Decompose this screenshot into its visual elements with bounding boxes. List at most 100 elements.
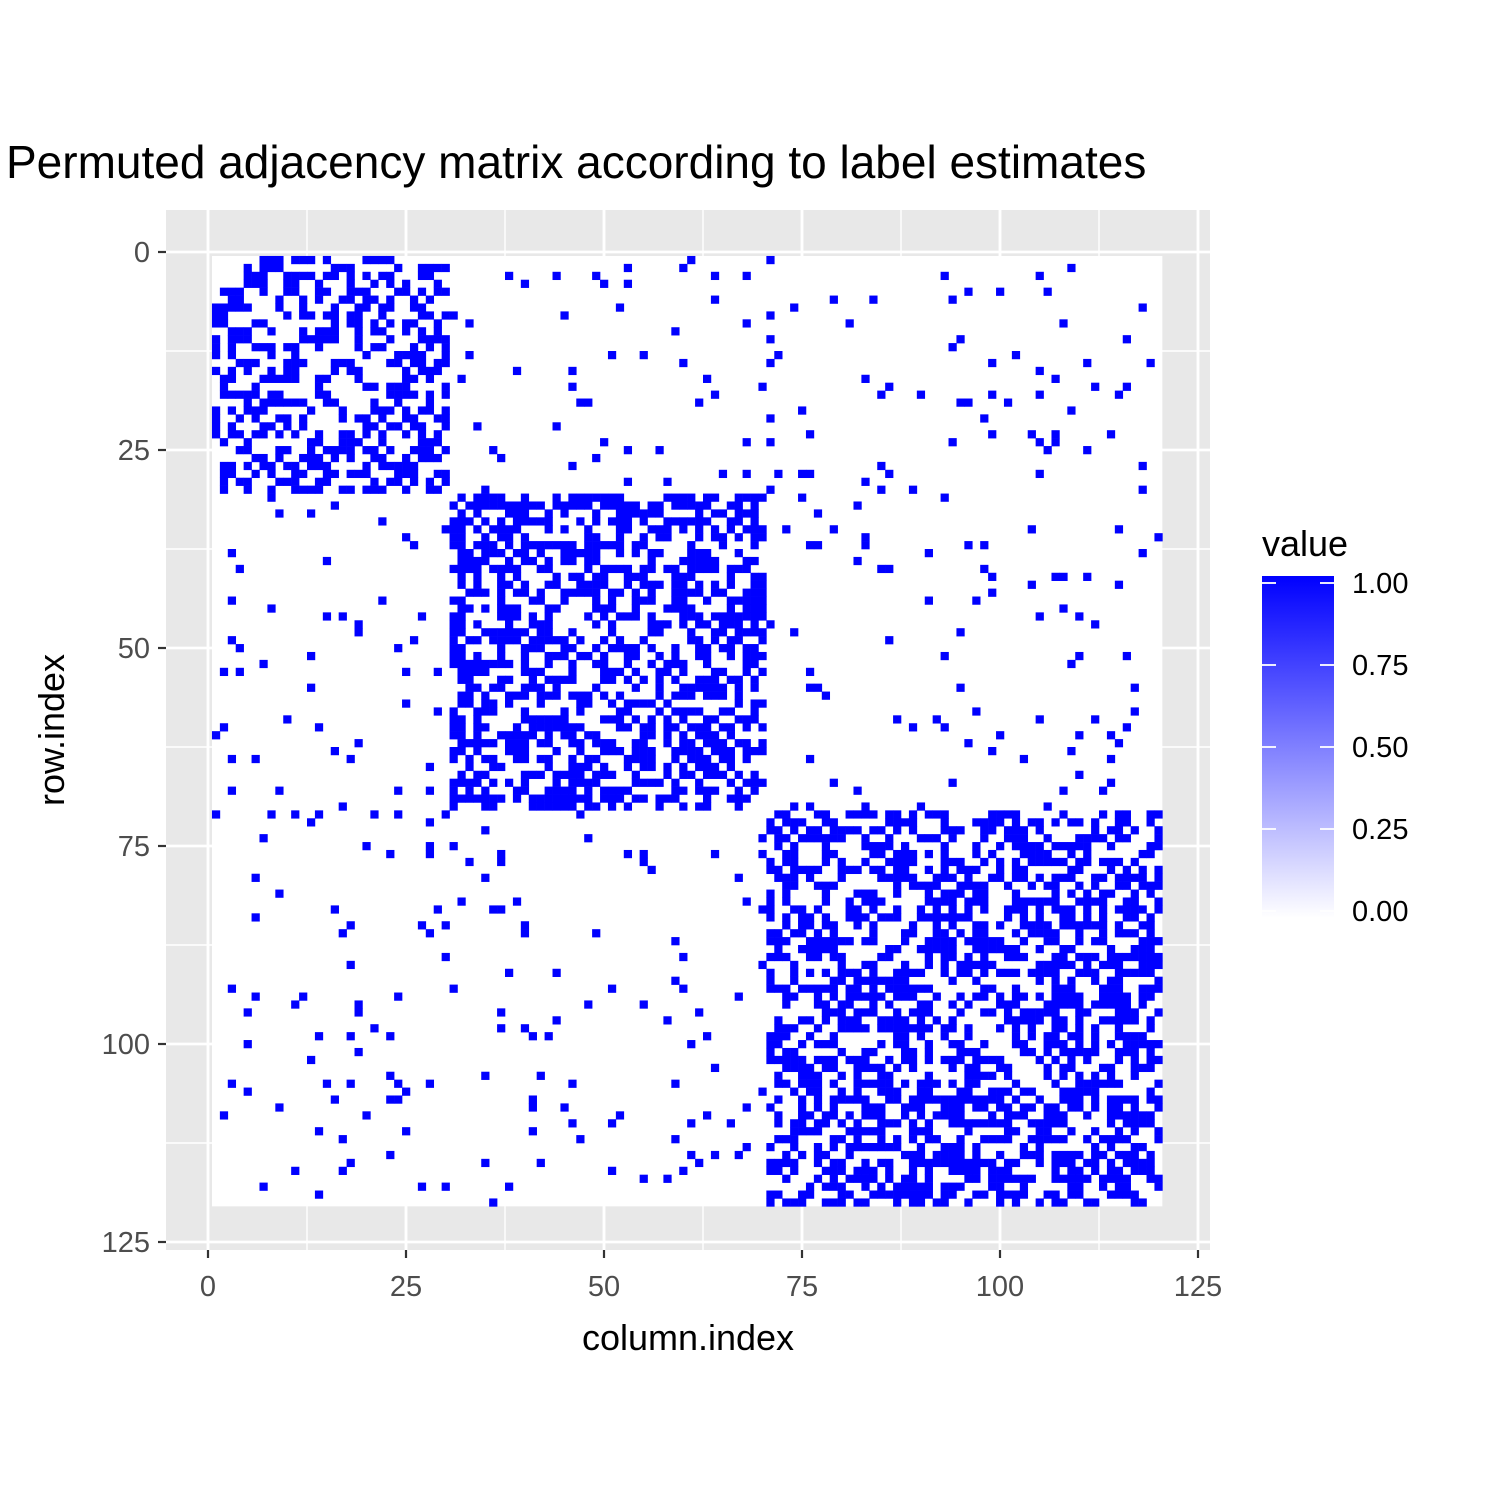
matrix-cell — [980, 905, 989, 914]
matrix-cell — [497, 651, 506, 661]
matrix-cell — [1083, 952, 1092, 962]
matrix-cell — [1122, 1095, 1131, 1104]
matrix-cell — [774, 842, 783, 851]
matrix-cell — [750, 651, 759, 661]
matrix-cell — [576, 762, 585, 772]
matrix-cell — [734, 691, 743, 700]
matrix-cell — [774, 1071, 783, 1080]
matrix-cell — [623, 762, 633, 772]
matrix-cell — [782, 1158, 791, 1168]
matrix-cell — [1122, 1000, 1131, 1009]
matrix-cell — [877, 1071, 886, 1080]
matrix-cell — [219, 723, 229, 732]
matrix-cell — [1019, 1182, 1029, 1191]
matrix-cell — [996, 873, 1005, 882]
matrix-cell — [940, 1024, 949, 1033]
matrix-cell — [465, 778, 474, 787]
matrix-cell — [1067, 1047, 1076, 1057]
matrix-cell — [330, 327, 339, 336]
matrix-cell — [457, 541, 466, 550]
matrix-cell — [1059, 786, 1068, 795]
matrix-cell — [750, 533, 759, 542]
matrix-cell — [1051, 873, 1060, 882]
matrix-cell — [299, 398, 308, 407]
matrix-cell — [695, 707, 704, 716]
matrix-cell — [932, 1095, 941, 1104]
matrix-cell — [758, 723, 767, 732]
matrix-cell — [307, 335, 316, 344]
matrix-cell — [512, 754, 522, 764]
matrix-cell — [600, 739, 609, 748]
matrix-cell — [766, 857, 775, 867]
matrix-cell — [877, 1190, 886, 1199]
matrix-cell — [227, 327, 237, 336]
matrix-cell — [1003, 1111, 1013, 1120]
matrix-cell — [885, 382, 894, 391]
matrix-cell — [457, 596, 466, 605]
matrix-cell — [790, 826, 799, 835]
matrix-cell — [1122, 1182, 1131, 1191]
matrix-cell — [552, 786, 561, 795]
matrix-cell — [425, 818, 435, 827]
matrix-cell — [663, 477, 672, 486]
matrix-cell — [742, 651, 751, 661]
matrix-cell — [441, 343, 450, 352]
matrix-cell — [370, 295, 379, 304]
matrix-cell — [354, 343, 363, 352]
matrix-cell — [798, 921, 807, 930]
matrix-cell — [1146, 937, 1155, 946]
matrix-cell — [299, 485, 308, 494]
matrix-cell — [964, 1087, 973, 1096]
matrix-cell — [457, 691, 466, 700]
matrix-cell — [1091, 873, 1100, 882]
matrix-cell — [449, 596, 458, 605]
matrix-cell — [607, 517, 617, 526]
matrix-cell — [1051, 1040, 1060, 1049]
matrix-cell — [980, 968, 989, 977]
matrix-cell — [536, 1071, 545, 1080]
matrix-cell — [940, 873, 949, 882]
matrix-cell — [782, 937, 791, 946]
matrix-cell — [679, 1166, 688, 1175]
matrix-cell — [940, 818, 949, 827]
matrix-cell — [1027, 849, 1036, 859]
matrix-cell — [639, 699, 648, 708]
matrix-cell — [813, 1095, 823, 1104]
matrix-cell — [893, 865, 902, 875]
matrix-cell — [932, 1198, 941, 1207]
matrix-cell — [275, 303, 284, 312]
matrix-cell — [726, 644, 735, 653]
matrix-cell — [695, 786, 704, 795]
matrix-cell — [1067, 818, 1076, 827]
matrix-cell — [394, 469, 403, 479]
matrix-cell — [1075, 929, 1084, 938]
matrix-cell — [988, 1119, 997, 1128]
matrix-cell — [1130, 1127, 1139, 1136]
matrix-cell — [774, 810, 783, 819]
matrix-cell — [1154, 905, 1163, 914]
matrix-cell — [742, 469, 751, 479]
matrix-cell — [798, 406, 807, 415]
matrix-cell — [671, 707, 680, 716]
matrix-cell — [726, 1119, 735, 1128]
matrix-cell — [742, 271, 751, 281]
matrix-cell — [1011, 905, 1021, 914]
matrix-cell — [980, 857, 989, 867]
matrix-cell — [465, 319, 474, 328]
matrix-cell — [980, 937, 989, 946]
matrix-cell — [742, 739, 751, 748]
matrix-cell — [663, 620, 672, 629]
matrix-cell — [829, 1079, 838, 1088]
matrix-cell — [1035, 968, 1044, 977]
matrix-cell — [988, 1111, 997, 1120]
matrix-cell — [988, 1087, 997, 1096]
matrix-cell — [1067, 1174, 1076, 1183]
matrix-cell — [1146, 1119, 1155, 1128]
matrix-cell — [243, 327, 252, 336]
matrix-cell — [679, 501, 688, 510]
matrix-cell — [782, 913, 791, 922]
matrix-cell — [402, 279, 411, 288]
matrix-cell — [924, 849, 933, 859]
matrix-cell — [370, 406, 379, 415]
matrix-cell — [1130, 952, 1139, 962]
